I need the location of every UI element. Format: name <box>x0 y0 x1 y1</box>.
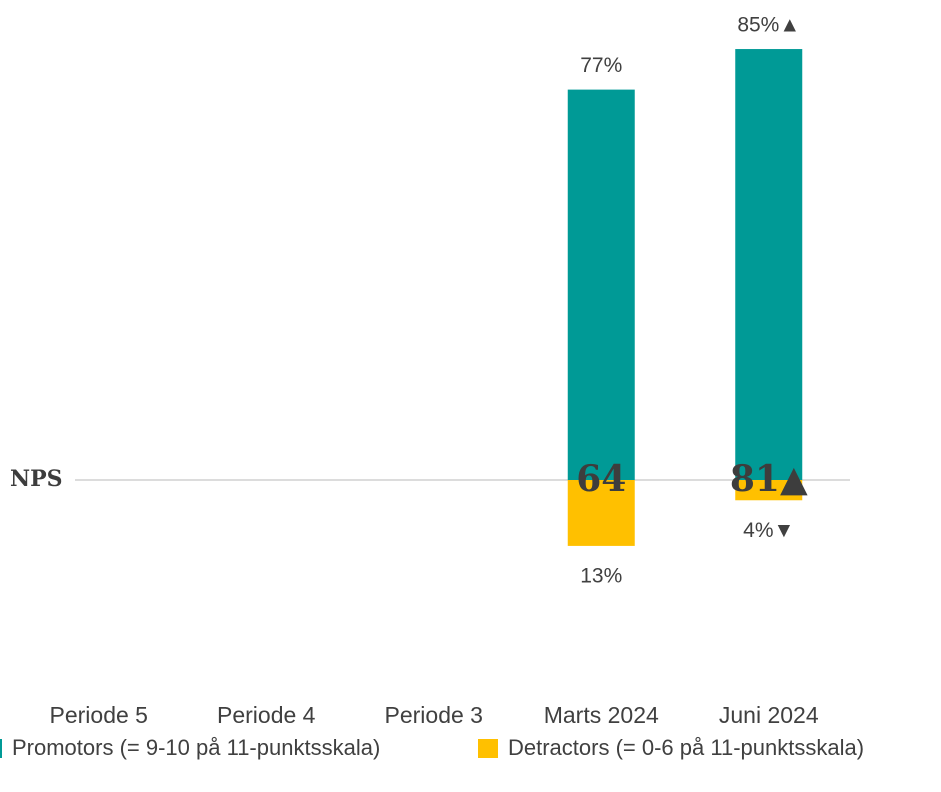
promotor-bar <box>567 89 635 481</box>
nps-axis-label: NPS <box>10 466 63 492</box>
legend-swatch <box>478 739 498 758</box>
x-tick-label: Periode 5 <box>50 702 148 728</box>
nps-label: 64 <box>576 458 626 500</box>
x-tick-label: Juni 2024 <box>719 702 819 728</box>
x-tick-label: Periode 4 <box>217 702 316 728</box>
data-label: 13% <box>580 564 622 587</box>
promotor-bar <box>735 49 803 481</box>
legend-swatch <box>0 739 2 758</box>
x-tick-label: Periode 3 <box>385 702 483 728</box>
data-label: 77% <box>580 54 622 77</box>
detractor-bar <box>567 480 635 546</box>
x-tick-label: Marts 2024 <box>544 702 659 728</box>
legend-label: Promotors (= 9-10 på 11-punktsskala) <box>12 735 380 760</box>
data-label: 85%▲ <box>737 14 800 37</box>
data-label: 4%▼ <box>743 519 794 542</box>
nps-label: 81▲ <box>730 458 808 500</box>
detractor-bar <box>735 480 803 501</box>
legend-label: Detractors (= 0-6 på 11-punktsskala) <box>508 735 864 760</box>
